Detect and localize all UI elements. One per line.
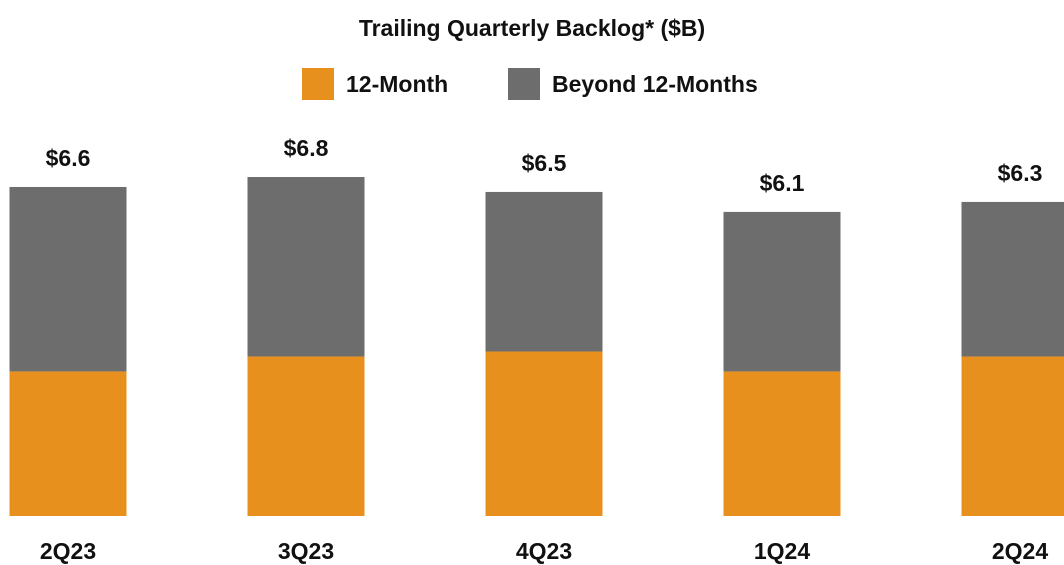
bar-segment (723, 371, 841, 516)
bar-segment (485, 191, 603, 352)
legend-label: 12-Month (346, 71, 448, 97)
total-label: $6.3 (998, 160, 1043, 186)
legend-swatch (508, 68, 540, 100)
bar-segment (9, 186, 127, 372)
bar-segment (485, 351, 603, 516)
bar-segment (9, 371, 127, 516)
x-tick-label: 4Q23 (516, 538, 572, 564)
bar-segment (961, 356, 1064, 516)
x-tick-label: 1Q24 (754, 538, 810, 564)
total-label: $6.8 (284, 135, 329, 161)
bar-segment (723, 211, 841, 372)
bar-segment (247, 177, 365, 357)
total-label: $6.6 (46, 145, 91, 171)
x-tick-label: 3Q23 (278, 538, 334, 564)
bar-segment (247, 356, 365, 516)
legend-swatch (302, 68, 334, 100)
total-label: $6.5 (522, 150, 567, 176)
total-label: $6.1 (760, 170, 805, 196)
legend-label: Beyond 12-Months (552, 71, 758, 97)
x-tick-label: 2Q23 (40, 538, 96, 564)
bar-segment (961, 201, 1064, 357)
x-tick-label: 2Q24 (992, 538, 1048, 564)
chart-title: Trailing Quarterly Backlog* ($B) (359, 15, 705, 41)
